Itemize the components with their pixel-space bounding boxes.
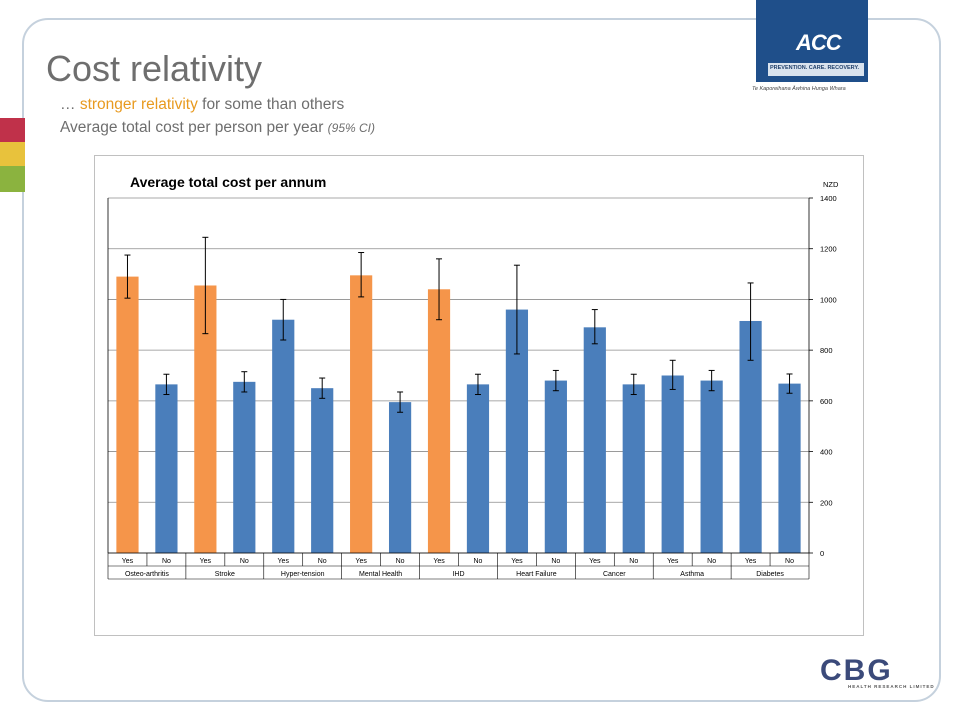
x-tick-label: Yes bbox=[433, 558, 445, 565]
subtitle2-ci: (95% CI) bbox=[327, 121, 376, 135]
group-label: IHD bbox=[452, 571, 464, 578]
group-label: Stroke bbox=[215, 571, 235, 578]
acc-maori-text: Te Kaporeihana Āwhina Hunga Whara bbox=[752, 86, 846, 92]
x-tick-label: No bbox=[240, 558, 249, 565]
y-tick-label: 200 bbox=[820, 498, 833, 507]
group-label: Asthma bbox=[680, 571, 704, 578]
subtitle2-main: Average total cost per person per year bbox=[60, 119, 328, 136]
slide-frame bbox=[22, 18, 941, 702]
group-label: Cancer bbox=[603, 571, 626, 578]
y-tick-label: 1400 bbox=[820, 194, 837, 203]
x-tick-label: No bbox=[707, 558, 716, 565]
acc-logo-band bbox=[768, 63, 864, 76]
color-strip-red bbox=[0, 118, 25, 142]
slide-subtitle: … stronger relativity for some than othe… bbox=[60, 96, 344, 114]
bar bbox=[272, 319, 295, 553]
x-tick-label: No bbox=[318, 558, 327, 565]
bar bbox=[466, 384, 490, 553]
bar bbox=[505, 309, 529, 553]
group-label: Osteo-arthritis bbox=[125, 571, 169, 578]
bar bbox=[700, 380, 723, 553]
bar bbox=[116, 276, 139, 553]
bar bbox=[544, 380, 567, 553]
cbg-logo-sub: HEALTH RESEARCH LIMITED bbox=[848, 684, 935, 689]
y-tick-label: 800 bbox=[820, 346, 833, 355]
subtitle-suffix: for some than others bbox=[197, 96, 345, 113]
bar bbox=[350, 275, 373, 553]
cbg-logo-letters: CBG bbox=[820, 654, 893, 687]
chart-container: Average total cost per annum NZD 0 200 400… bbox=[94, 155, 864, 636]
x-tick-label: Yes bbox=[511, 558, 523, 565]
y-tick-label: 0 bbox=[820, 549, 824, 558]
x-tick-label: No bbox=[162, 558, 171, 565]
bar bbox=[661, 375, 684, 553]
x-tick-label: No bbox=[551, 558, 560, 565]
group-label: Diabetes bbox=[756, 571, 784, 578]
x-tick-label: No bbox=[473, 558, 482, 565]
y-tick-label: 400 bbox=[820, 448, 833, 457]
slide-title: Cost relativity bbox=[46, 48, 263, 89]
y-axis-unit: NZD bbox=[823, 180, 839, 189]
bar bbox=[311, 388, 334, 553]
x-tick-label: Yes bbox=[122, 558, 134, 565]
bar bbox=[778, 383, 801, 553]
bar-chart: Average total cost per annum NZD 0 200 400… bbox=[107, 174, 839, 580]
x-tick-label: Yes bbox=[745, 558, 757, 565]
y-tick-label: 1200 bbox=[820, 245, 837, 254]
x-tick-label: Yes bbox=[278, 558, 290, 565]
bar bbox=[155, 384, 178, 553]
bar bbox=[427, 289, 451, 553]
acc-logo-mark: ACC bbox=[796, 30, 842, 55]
x-tick-label: No bbox=[396, 558, 405, 565]
x-tick-label: Yes bbox=[589, 558, 601, 565]
x-tick-label: No bbox=[629, 558, 638, 565]
x-tick-label: Yes bbox=[355, 558, 367, 565]
group-label: Hyper-tension bbox=[281, 571, 325, 578]
y-tick-label: 600 bbox=[820, 397, 833, 406]
bar bbox=[739, 320, 762, 553]
chart-title: Average total cost per annum bbox=[130, 174, 326, 190]
acc-logo: ACC PREVENTION. CARE. RECOVERY. bbox=[756, 0, 868, 82]
bar bbox=[583, 327, 606, 553]
x-tick-label: Yes bbox=[200, 558, 212, 565]
bar bbox=[194, 285, 217, 553]
acc-logo-tagline: PREVENTION. CARE. RECOVERY. bbox=[770, 65, 860, 71]
slide-subtitle-2: Average total cost per person per year (… bbox=[60, 119, 375, 137]
bar bbox=[233, 381, 256, 553]
color-strip-green bbox=[0, 166, 25, 192]
group-label: Heart Failure bbox=[516, 571, 557, 578]
bar bbox=[388, 402, 412, 553]
cbg-logo: CBG HEALTH RESEARCH LIMITED bbox=[818, 654, 938, 694]
x-tick-label: No bbox=[785, 558, 794, 565]
color-strip-yellow bbox=[0, 142, 25, 166]
x-tick-label: Yes bbox=[667, 558, 679, 565]
y-tick-label: 1000 bbox=[820, 295, 837, 304]
subtitle-highlight: stronger relativity bbox=[79, 96, 198, 113]
subtitle-prefix: … bbox=[60, 96, 80, 113]
group-label: Mental Health bbox=[359, 571, 402, 578]
bar bbox=[622, 384, 645, 553]
